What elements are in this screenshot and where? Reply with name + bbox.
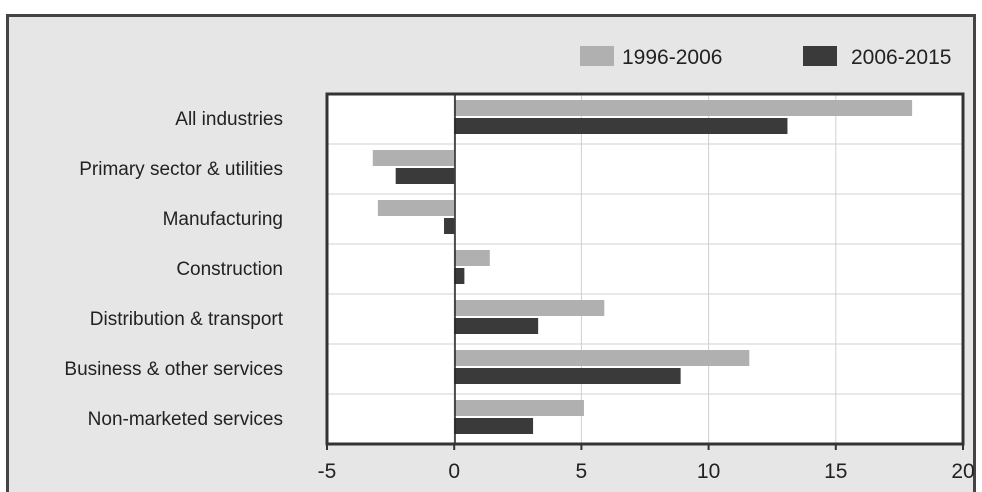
category-label: Distribution & transport [90, 309, 284, 330]
bar-series-2 [454, 318, 539, 334]
bar-series-2 [454, 418, 534, 434]
plot-area [327, 94, 963, 444]
bar-series-1 [454, 350, 750, 366]
bar-series-1 [454, 100, 913, 116]
x-tick-label: 10 [697, 460, 720, 483]
x-axis-ticks: -5 0 5 10 15 20 [318, 444, 975, 483]
category-label: Manufacturing [163, 209, 283, 230]
bar-series-1 [454, 400, 584, 416]
x-tick-label: 20 [951, 460, 974, 483]
legend-label: 2006-2015 [851, 46, 951, 69]
bar-series-2 [454, 368, 681, 384]
bar-series-2 [454, 268, 465, 284]
bar-series-1 [377, 200, 455, 216]
category-label: All industries [175, 109, 283, 130]
bar-series-2 [395, 168, 455, 184]
x-tick-label: 0 [448, 460, 460, 483]
x-tick-label: 5 [576, 460, 588, 483]
legend-swatch [803, 46, 837, 66]
bar-series-2 [454, 118, 788, 134]
legend-swatch [580, 46, 614, 66]
bar-series-1 [454, 300, 605, 316]
category-label: Business & other services [64, 359, 283, 380]
category-label: Primary sector & utilities [79, 159, 283, 180]
x-tick-label: -5 [318, 460, 337, 483]
legend: 1996-2006 2006-2015 [580, 46, 951, 69]
bar-series-1 [454, 250, 490, 266]
bar-series-2 [444, 218, 455, 234]
plot-border [325, 92, 965, 446]
bar-series-1 [372, 150, 455, 166]
category-label: Non-marketed services [88, 409, 283, 430]
legend-label: 1996-2006 [622, 46, 722, 69]
category-labels: All industries Primary sector & utilities… [64, 109, 283, 430]
x-tick-label: 15 [824, 460, 847, 483]
bars [372, 100, 913, 434]
category-label: Construction [176, 259, 283, 280]
